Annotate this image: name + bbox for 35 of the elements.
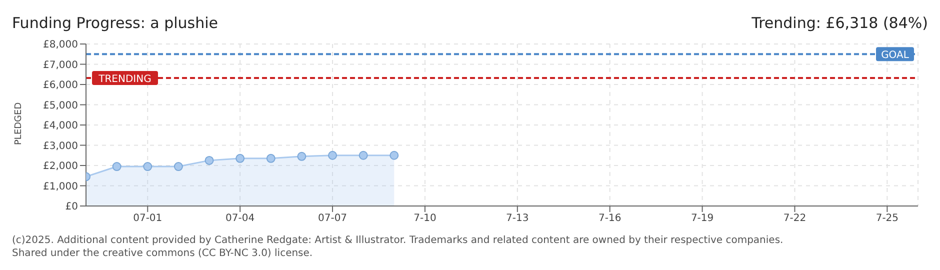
x-tick-label: 7-25 — [876, 213, 899, 224]
text: (c)2025. Additional content provided by Catherine Redgate: Artist & Illustrator. Trademarks and related content are owned by their respective companies. — [12, 234, 784, 247]
x-tick-label: 07-01 — [133, 213, 162, 224]
x-tick-label: 7-19 — [690, 213, 714, 224]
point — [174, 162, 183, 172]
x-tick-label: 7-13 — [506, 213, 529, 224]
y-tick-label: £3,000 — [43, 140, 78, 152]
x-tick-label: 7-16 — [598, 213, 622, 224]
x-tick-label: 07-07 — [318, 213, 348, 224]
point — [297, 152, 306, 161]
y-tick-label: £4,000 — [43, 120, 78, 132]
y-tick-label: £1,000 — [43, 181, 78, 192]
point — [328, 150, 338, 160]
x-tick-label: 7-10 — [414, 213, 436, 224]
y-tick-label: £6,000 — [43, 80, 78, 92]
y-tick-label: £2,000 — [43, 161, 78, 172]
y-axis-title: PLEDGED — [14, 102, 24, 145]
x-tick-label: 7-22 — [783, 213, 806, 224]
y-tick-label: £0 — [65, 202, 78, 213]
point — [112, 162, 122, 172]
point — [236, 154, 245, 163]
y-tick-label: £7,000 — [43, 60, 78, 71]
point — [266, 154, 276, 163]
x-tick-label: 07-04 — [226, 213, 255, 224]
chart-title: Funding Progress: a plushie — [12, 14, 218, 32]
ref-line-label: GOAL — [881, 50, 910, 62]
y-tick-label: £5,000 — [43, 100, 78, 112]
ref-line-label: TRENDING — [98, 74, 152, 86]
point — [204, 156, 214, 165]
text: Shared under the creative commons (CC BY-NC 3.0) license. — [12, 247, 314, 260]
text: Trending: £6,318 (84%) — [752, 14, 928, 32]
point — [358, 150, 368, 160]
point — [143, 162, 152, 172]
point — [390, 150, 399, 160]
y-tick-label: £8,000 — [43, 40, 78, 51]
